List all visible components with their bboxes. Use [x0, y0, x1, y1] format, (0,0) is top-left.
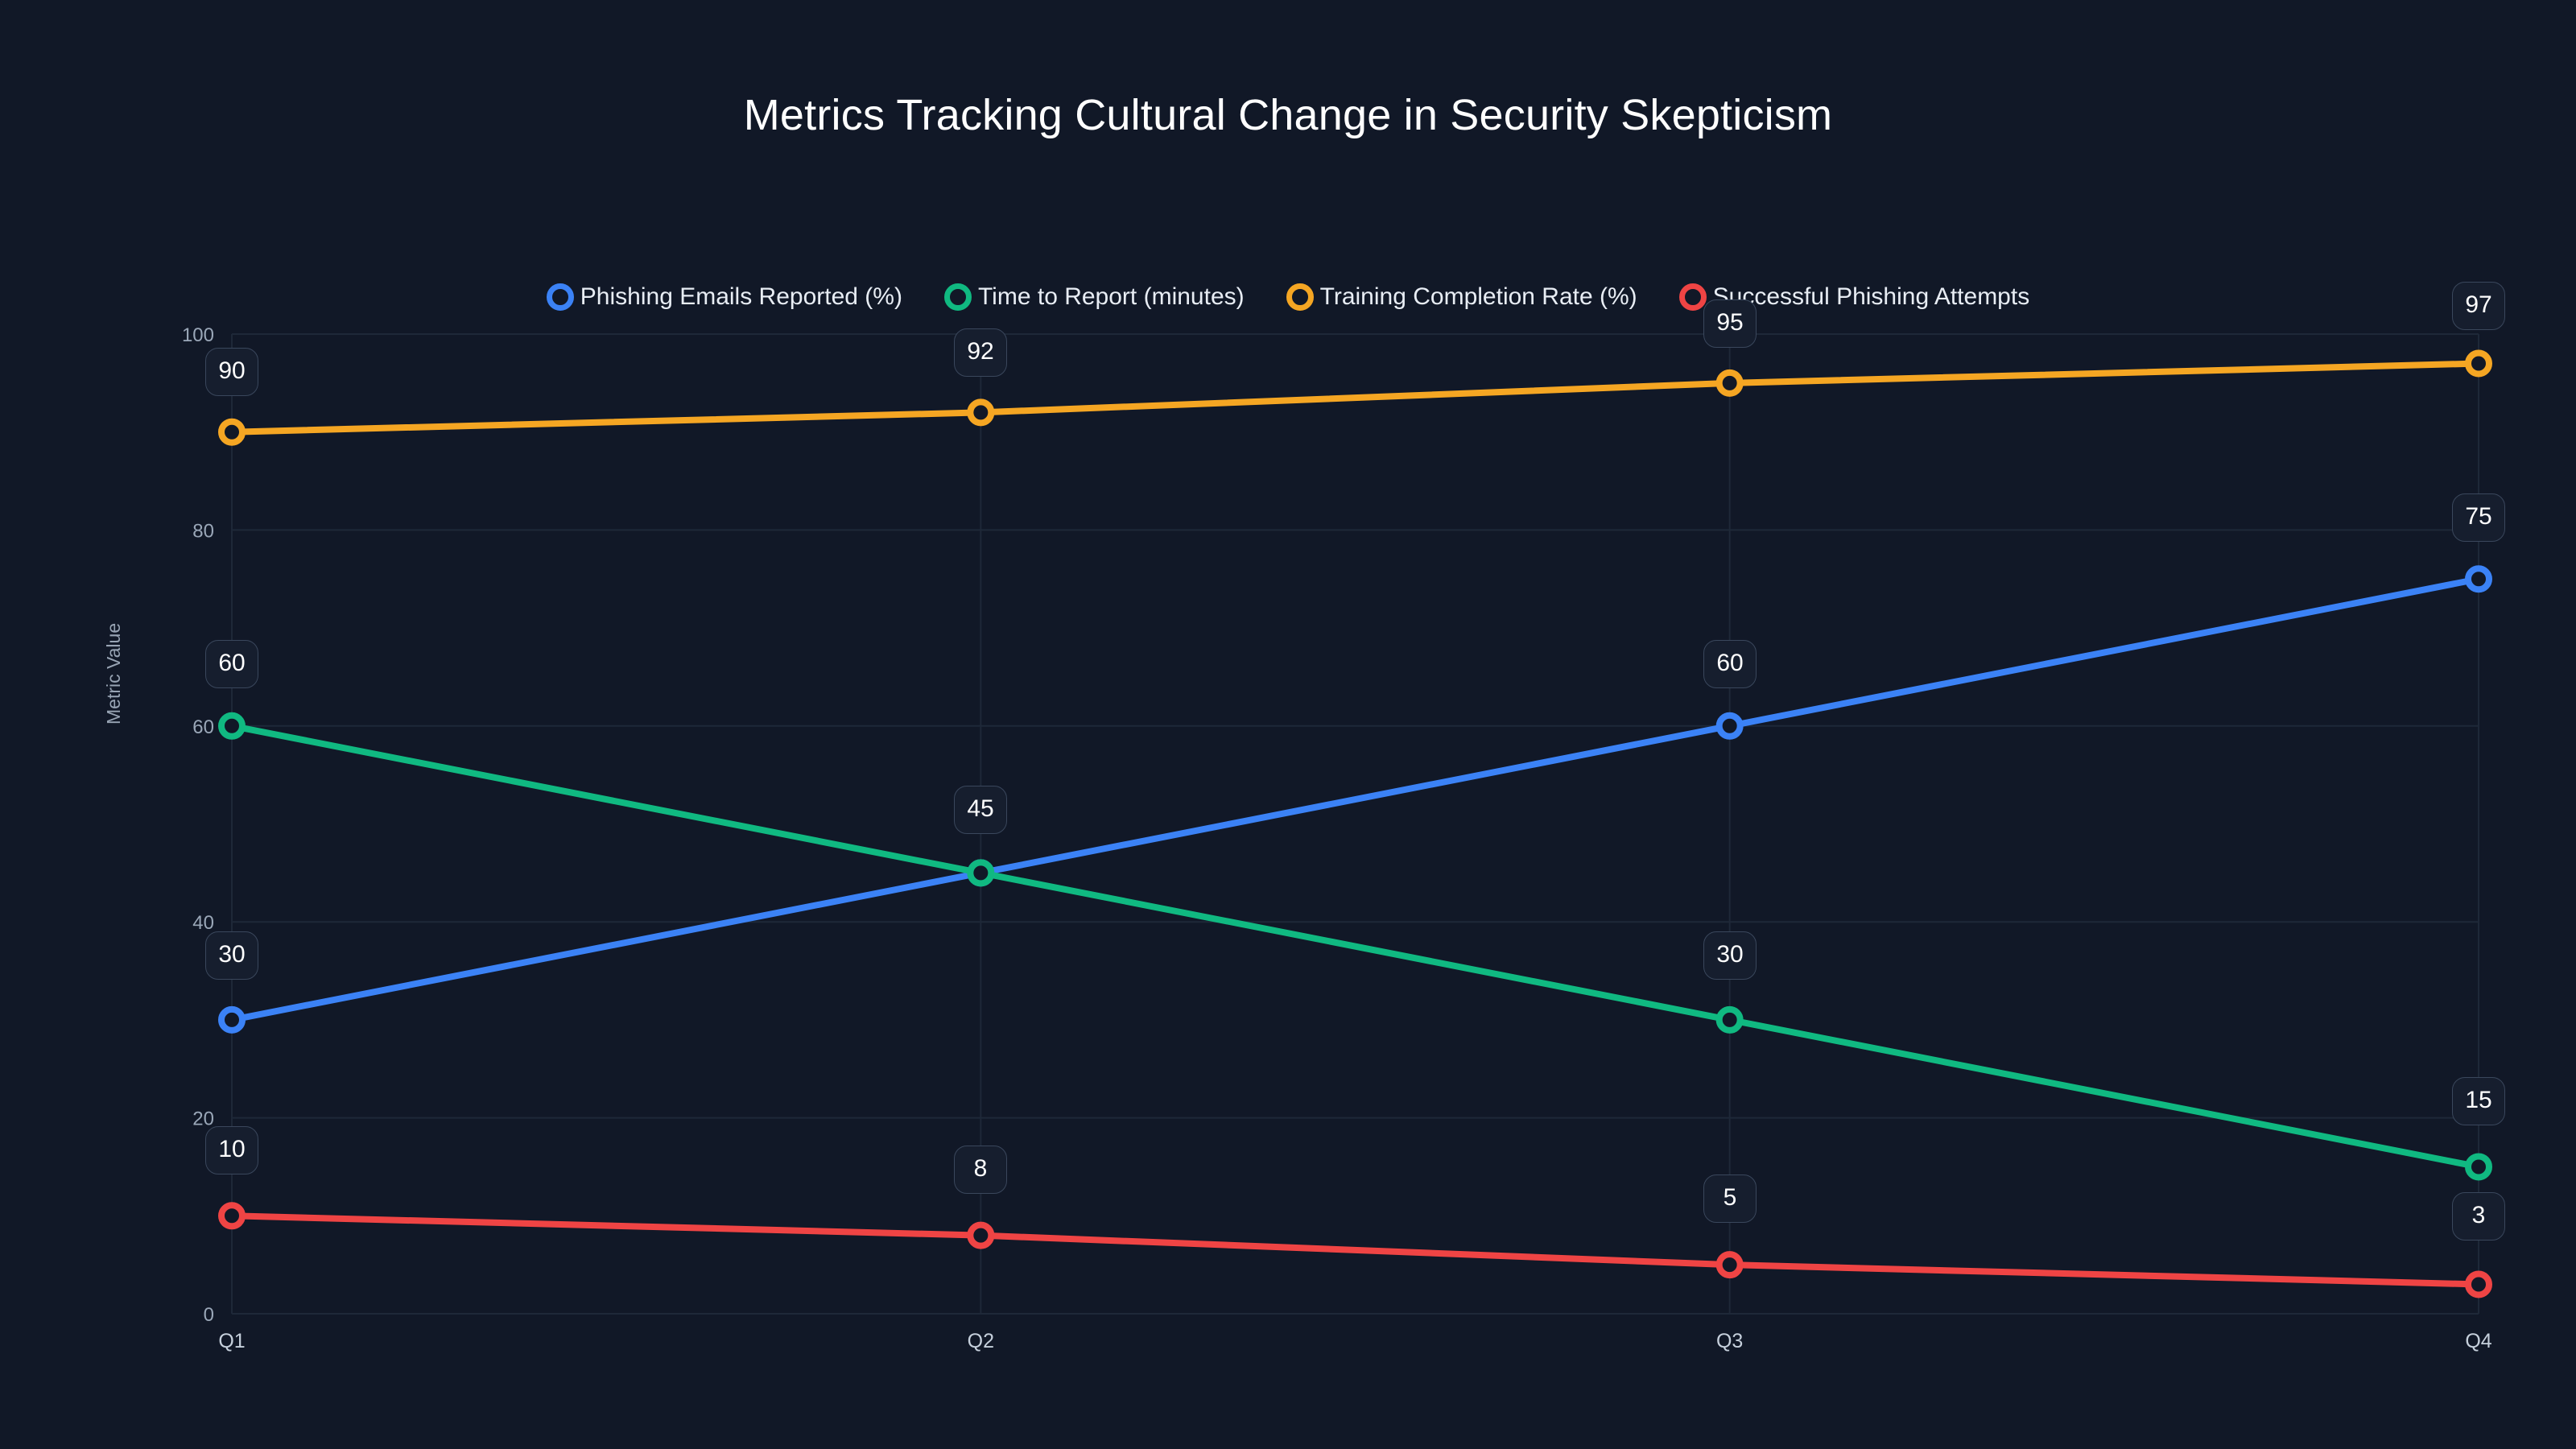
data-point-label: 95: [1703, 299, 1757, 348]
legend-item-label: Successful Phishing Attempts: [1712, 283, 2030, 310]
x-tick-label: Q3: [1716, 1330, 1743, 1352]
y-tick-label: 20: [192, 1108, 214, 1130]
data-point-label: 60: [1703, 640, 1757, 688]
legend-item-label: Training Completion Rate (%): [1319, 283, 1637, 310]
series-line-3: [229, 360, 2482, 436]
x-tick-label: Q4: [2465, 1330, 2491, 1352]
data-point-label: 5: [1703, 1174, 1757, 1223]
y-tick-label: 100: [182, 324, 214, 346]
data-point-label: 30: [1703, 931, 1757, 980]
series-2-point-4[interactable]: [2465, 1153, 2492, 1181]
page-title: Metrics Tracking Cultural Change in Secu…: [743, 91, 1833, 139]
ring-marker-blue-icon: [546, 283, 574, 311]
series-2-point-2[interactable]: [967, 859, 995, 887]
series-1-point-4[interactable]: [2465, 565, 2492, 593]
ring-marker-icon: [2465, 1270, 2492, 1298]
data-point-label: 3: [2452, 1192, 2505, 1241]
legend-item-4[interactable]: Successful Phishing Attempts: [1678, 283, 2030, 311]
series-line-4: [229, 1212, 2482, 1288]
ring-marker-icon: [967, 398, 995, 427]
ring-marker-icon: [218, 1005, 246, 1034]
data-point-label: 97: [2452, 282, 2505, 330]
ring-marker-red-icon: [1678, 283, 1707, 311]
series-4-point-2[interactable]: [967, 1221, 995, 1249]
legend-item-2[interactable]: Time to Report (minutes): [943, 283, 1245, 311]
ring-marker-icon: [1715, 712, 1744, 740]
series-line-1: [229, 576, 2482, 1023]
y-tick-label: 60: [192, 716, 214, 738]
data-point-label: 90: [205, 348, 258, 396]
series-3-point-4[interactable]: [2465, 349, 2492, 378]
y-tick-label: 0: [204, 1304, 214, 1326]
ring-marker-icon: [1715, 1251, 1744, 1279]
series-3-point-3[interactable]: [1715, 369, 1744, 397]
ring-marker-icon: [218, 712, 246, 740]
legend-item-1[interactable]: Phishing Emails Reported (%): [546, 283, 902, 311]
chart-legend: Phishing Emails Reported (%) Time to Repo…: [0, 283, 2576, 311]
ring-marker-icon: [2465, 349, 2492, 378]
data-point-label: 75: [2452, 493, 2505, 542]
ring-marker-icon: [1715, 1005, 1744, 1034]
y-tick-label: 80: [192, 520, 214, 542]
ring-marker-green-icon: [943, 283, 972, 311]
series-3-point-1[interactable]: [218, 418, 246, 446]
data-point-label: 30: [205, 931, 258, 980]
x-tick-label: Q2: [968, 1330, 994, 1352]
ring-marker-orange-icon: [1286, 283, 1314, 311]
series-4-point-3[interactable]: [1715, 1251, 1744, 1279]
series-3-point-2[interactable]: [967, 398, 995, 427]
legend-item-3[interactable]: Training Completion Rate (%): [1286, 283, 1637, 311]
data-point-label: 92: [954, 328, 1007, 377]
series-4-point-4[interactable]: [2465, 1270, 2492, 1298]
legend-item-label: Phishing Emails Reported (%): [580, 283, 902, 310]
series-2-point-1[interactable]: [218, 712, 246, 740]
x-tick-label: Q1: [218, 1330, 245, 1352]
series-1-point-1[interactable]: [218, 1005, 246, 1034]
ring-marker-icon: [2465, 565, 2492, 593]
ring-marker-icon: [218, 418, 246, 446]
ring-marker-icon: [967, 1221, 995, 1249]
data-point-label: 8: [954, 1146, 1007, 1194]
ring-marker-icon: [967, 859, 995, 887]
series-1-point-3[interactable]: [1715, 712, 1744, 740]
y-axis-title: Metric Value: [103, 622, 124, 724]
series-4-point-1[interactable]: [218, 1202, 246, 1230]
ring-marker-icon: [218, 1202, 246, 1230]
y-tick-label: 40: [192, 912, 214, 934]
data-point-label: 60: [205, 640, 258, 688]
data-point-label: 45: [954, 786, 1007, 834]
ring-marker-icon: [2465, 1153, 2492, 1181]
data-point-label: 15: [2452, 1077, 2505, 1125]
series-2-point-3[interactable]: [1715, 1005, 1744, 1034]
legend-item-label: Time to Report (minutes): [977, 283, 1245, 310]
data-point-label: 10: [205, 1126, 258, 1174]
ring-marker-icon: [1715, 369, 1744, 397]
series-line-2: [229, 722, 2482, 1170]
